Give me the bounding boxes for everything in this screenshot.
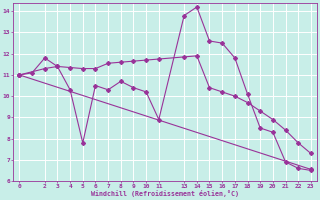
X-axis label: Windchill (Refroidissement éolien,°C): Windchill (Refroidissement éolien,°C) bbox=[91, 190, 239, 197]
